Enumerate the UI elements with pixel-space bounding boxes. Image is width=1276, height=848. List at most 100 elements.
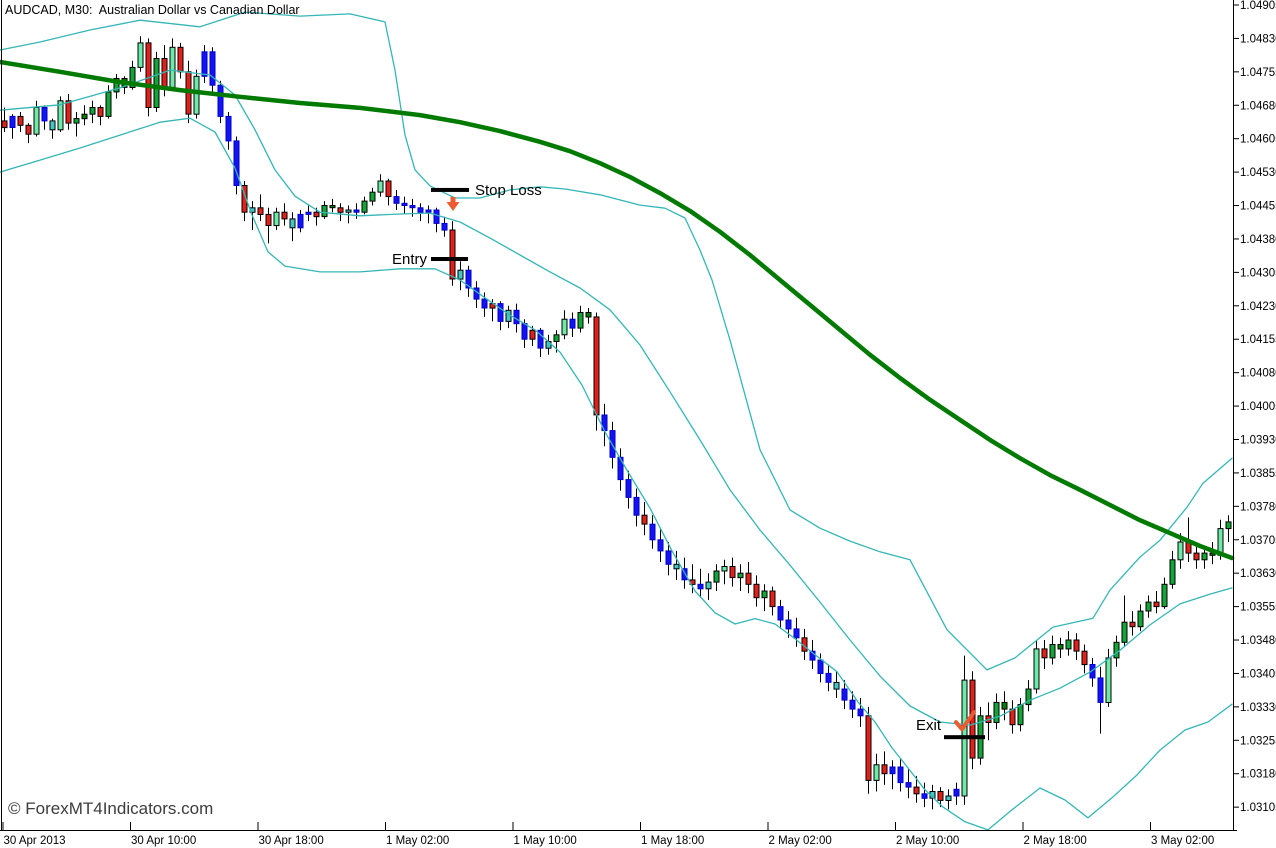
candle-body — [457, 269, 464, 280]
candle-body — [361, 200, 368, 213]
entry-level-line[interactable] — [431, 257, 468, 262]
price-axis-label: 1.04230 — [1240, 301, 1276, 313]
candle-body — [1209, 552, 1216, 556]
price-axis-label: 1.04605 — [1240, 134, 1276, 146]
candle-body — [313, 211, 320, 218]
exit-level-line[interactable] — [944, 735, 985, 740]
candle-body — [849, 699, 856, 710]
candle-body — [577, 312, 584, 329]
price-axis-label: 1.04155 — [1240, 334, 1276, 346]
candle-body — [1161, 583, 1168, 608]
candle-body — [113, 78, 120, 93]
candle-body — [729, 566, 736, 579]
candle-body — [857, 708, 864, 717]
price-axis-label: 1.03180 — [1240, 769, 1276, 781]
candle-body — [433, 209, 440, 224]
candle-body — [441, 222, 448, 231]
candle-body — [81, 113, 88, 120]
candle-body — [1089, 664, 1096, 679]
candle-body — [537, 329, 544, 349]
candle-body — [193, 75, 200, 115]
candle-body — [1073, 639, 1080, 652]
price-axis-label: 1.04080 — [1240, 368, 1276, 380]
candle-body — [617, 456, 624, 481]
price-axis-label: 1.03105 — [1240, 802, 1276, 814]
price-axis-label: 1.03330 — [1240, 702, 1276, 714]
candle-body — [297, 213, 304, 229]
price-axis-label: 1.04005 — [1240, 401, 1276, 413]
candle-body — [105, 91, 112, 117]
candle-body — [753, 583, 760, 599]
candle-body — [713, 570, 720, 583]
candle-body — [569, 318, 576, 329]
exit-label: Exit — [916, 717, 942, 734]
candle-body — [1065, 639, 1072, 650]
stop-loss-level-line[interactable] — [431, 187, 469, 192]
price-axis-label: 1.04755 — [1240, 67, 1276, 79]
candle-body — [17, 115, 24, 126]
candle-body — [1177, 541, 1184, 561]
time-axis-label: 3 May 02:00 — [1151, 835, 1214, 847]
candle-body — [169, 46, 176, 88]
candle-body — [593, 316, 600, 416]
candle-body — [1113, 641, 1120, 659]
candle-body — [881, 764, 888, 775]
candle-body — [225, 115, 232, 142]
candle-body — [97, 107, 104, 117]
price-axis-label: 1.04830 — [1240, 33, 1276, 45]
price-axis-label: 1.03780 — [1240, 501, 1276, 513]
price-axis-label: 1.04530 — [1240, 167, 1276, 179]
candle-body — [673, 563, 680, 570]
candle-body — [833, 681, 840, 690]
candle-body — [153, 58, 160, 108]
time-axis-label: 30 Apr 18:00 — [259, 835, 324, 847]
bollinger-middle-band-line — [0, 69, 1233, 726]
candle-body — [1001, 701, 1008, 710]
sell-arrow-icon — [446, 196, 460, 211]
candle-body — [129, 66, 136, 89]
candle-body — [777, 606, 784, 621]
price-axis-label: 1.04680 — [1240, 100, 1276, 112]
candle-body — [1097, 677, 1104, 703]
candle-body — [1121, 621, 1128, 643]
candle-body — [241, 185, 248, 213]
time-axis-label: 30 Apr 10:00 — [131, 835, 196, 847]
candle-body — [649, 523, 656, 541]
time-axis-label: 2 May 10:00 — [896, 835, 959, 847]
candle-body — [769, 590, 776, 608]
candle-body — [657, 539, 664, 552]
candle-body — [1081, 650, 1088, 666]
candle-body — [137, 42, 144, 68]
candle-body — [697, 583, 704, 590]
candle-body — [65, 100, 72, 124]
candle-body — [705, 581, 712, 590]
candle-body — [1057, 644, 1064, 650]
candle-body — [1201, 552, 1208, 561]
candle-body — [337, 207, 344, 213]
candle-body — [257, 207, 264, 216]
candle-body — [73, 118, 80, 124]
candle-body — [1017, 704, 1024, 726]
candle-body — [1145, 601, 1152, 612]
candle-body — [641, 514, 648, 525]
candle-body — [369, 191, 376, 202]
candle-body — [1169, 559, 1176, 585]
candle-body — [825, 672, 832, 683]
candle-body — [1009, 708, 1016, 726]
candle-body — [897, 766, 904, 784]
candle-body — [41, 107, 48, 122]
time-axis-label: 1 May 18:00 — [641, 835, 704, 847]
candle-body — [1033, 648, 1040, 690]
candle-body — [737, 572, 744, 579]
stop-loss-label: Stop Loss — [475, 182, 542, 199]
candle-body — [1225, 521, 1232, 530]
candle-body — [1129, 621, 1136, 628]
price-axis-label: 1.04905 — [1240, 0, 1276, 12]
candle-body — [25, 124, 32, 135]
candle-body — [33, 107, 40, 135]
candle-body — [481, 298, 488, 309]
candle-body — [393, 196, 400, 204]
candle-body — [513, 309, 520, 325]
